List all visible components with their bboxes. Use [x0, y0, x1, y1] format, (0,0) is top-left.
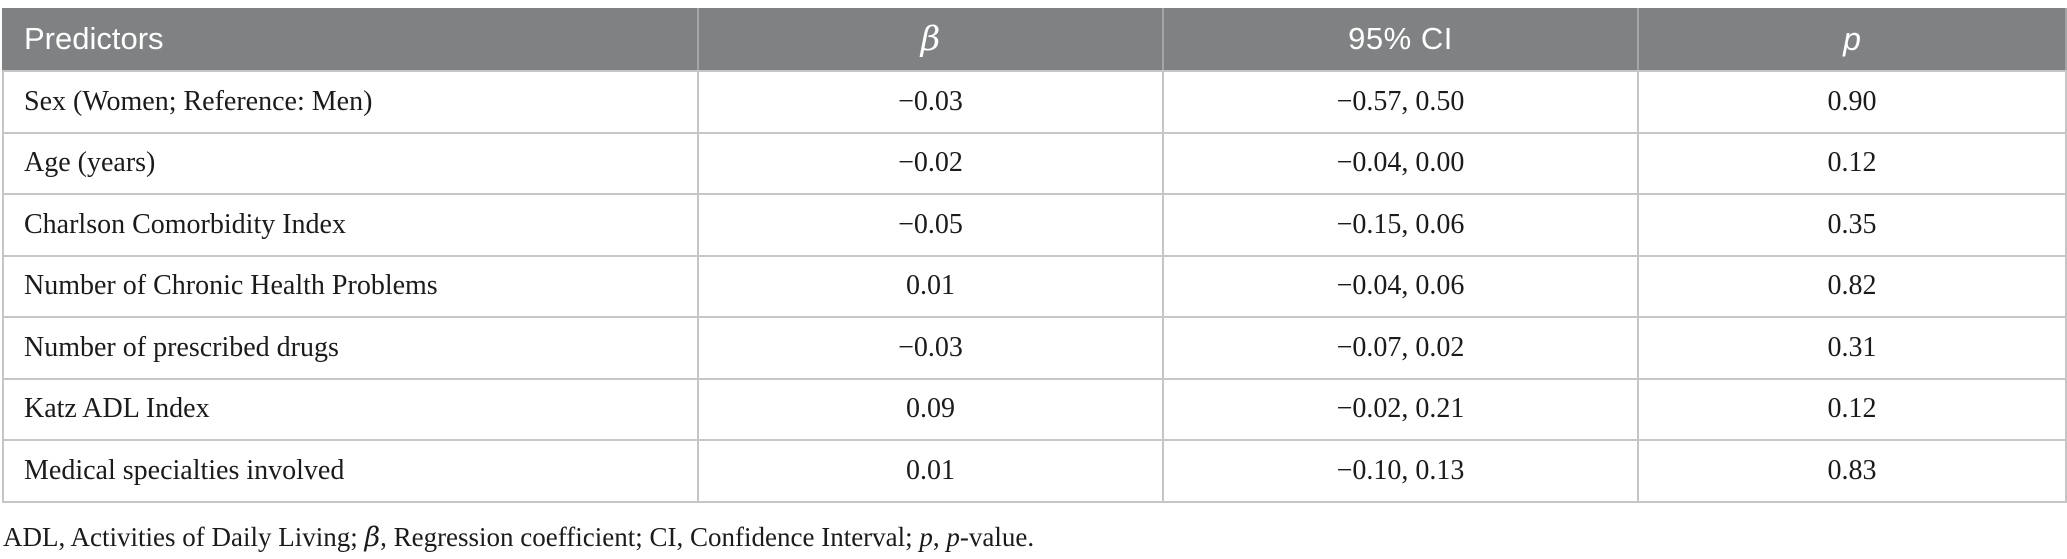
- cell-beta: 0.01: [697, 439, 1164, 503]
- table-footnote: ADL, Activities of Daily Living; β, Regr…: [3, 522, 2065, 553]
- cell-ci: −0.15, 0.06: [1162, 193, 1639, 257]
- cell-predictor: Age (years): [2, 131, 699, 195]
- column-header-95ci: 95% CI: [1162, 8, 1639, 72]
- cell-p: 0.90: [1637, 70, 2067, 134]
- cell-beta: 0.01: [697, 254, 1164, 318]
- table-row: Age (years) −0.02 −0.04, 0.00 0.12: [2, 131, 2067, 195]
- cell-p: 0.82: [1637, 254, 2067, 318]
- table-row: Katz ADL Index 0.09 −0.02, 0.21 0.12: [2, 377, 2067, 441]
- table-row: Charlson Comorbidity Index −0.05 −0.15, …: [2, 193, 2067, 257]
- cell-beta: −0.03: [697, 70, 1164, 134]
- cell-ci: −0.10, 0.13: [1162, 439, 1639, 503]
- cell-p: 0.12: [1637, 131, 2067, 195]
- cell-predictor: Number of prescribed drugs: [2, 316, 699, 380]
- column-header-beta: β: [697, 8, 1164, 72]
- footnote-text: -value.: [959, 521, 1035, 552]
- footnote-p-symbol: p: [946, 521, 960, 552]
- cell-ci: −0.57, 0.50: [1162, 70, 1639, 134]
- column-header-predictors: Predictors: [2, 8, 699, 72]
- footnote-p-symbol: p: [919, 521, 933, 552]
- cell-p: 0.12: [1637, 377, 2067, 441]
- cell-beta: 0.09: [697, 377, 1164, 441]
- cell-predictor: Sex (Women; Reference: Men): [2, 70, 699, 134]
- table-header-row: Predictors β 95% CI p: [2, 8, 2067, 72]
- regression-results-table: Predictors β 95% CI p Sex (Women; Refere…: [2, 8, 2067, 503]
- table-row: Sex (Women; Reference: Men) −0.03 −0.57,…: [2, 70, 2067, 134]
- cell-p: 0.83: [1637, 439, 2067, 503]
- footnote-text: ,: [932, 521, 947, 552]
- cell-predictor: Katz ADL Index: [2, 377, 699, 441]
- cell-p: 0.31: [1637, 316, 2067, 380]
- footnote-text: , Regression coefficient; CI, Confidence…: [380, 521, 920, 552]
- cell-beta: −0.03: [697, 316, 1164, 380]
- cell-ci: −0.04, 0.00: [1162, 131, 1639, 195]
- column-header-p: p: [1637, 8, 2067, 72]
- cell-beta: −0.05: [697, 193, 1164, 257]
- cell-predictor: Medical specialties involved: [2, 439, 699, 503]
- cell-ci: −0.02, 0.21: [1162, 377, 1639, 441]
- cell-predictor: Charlson Comorbidity Index: [2, 193, 699, 257]
- cell-beta: −0.02: [697, 131, 1164, 195]
- footnote-text: ADL, Activities of Daily Living;: [3, 521, 365, 552]
- cell-predictor: Number of Chronic Health Problems: [2, 254, 699, 318]
- cell-ci: −0.04, 0.06: [1162, 254, 1639, 318]
- table-row: Medical specialties involved 0.01 −0.10,…: [2, 439, 2067, 503]
- table-row: Number of prescribed drugs −0.03 −0.07, …: [2, 316, 2067, 380]
- cell-ci: −0.07, 0.02: [1162, 316, 1639, 380]
- table-row: Number of Chronic Health Problems 0.01 −…: [2, 254, 2067, 318]
- footnote-beta-symbol: β: [364, 521, 381, 553]
- cell-p: 0.35: [1637, 193, 2067, 257]
